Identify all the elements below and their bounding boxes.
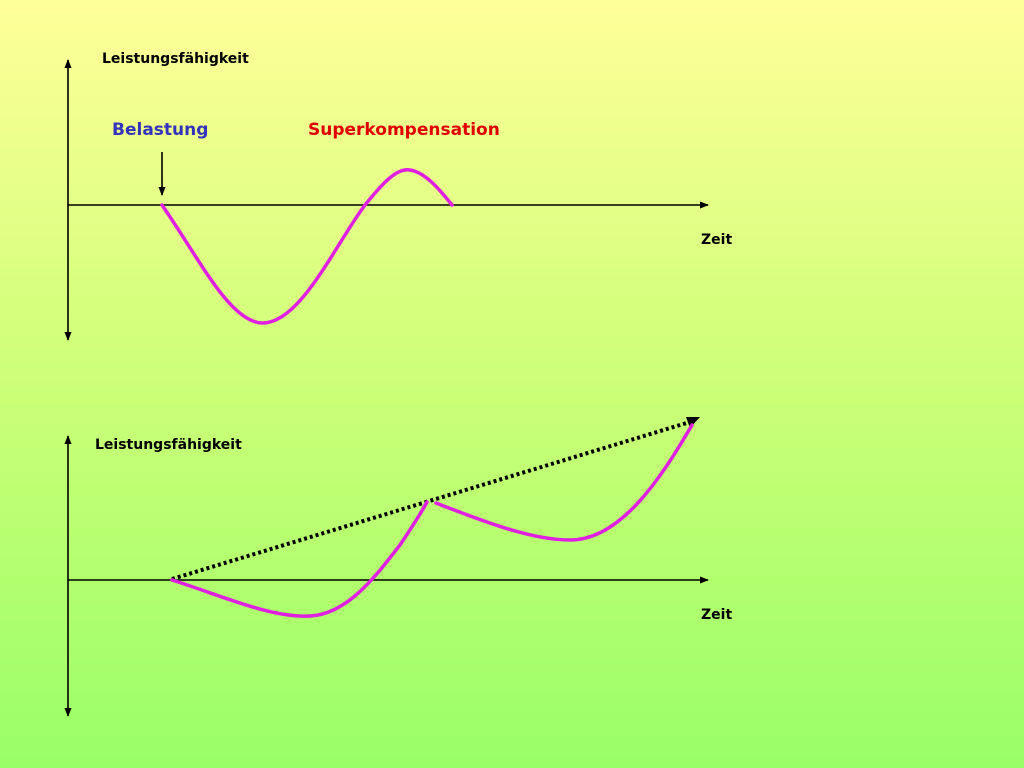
bottom-diagram: Leistungsfähigkeit Zeit	[64, 417, 732, 717]
supercompensation-curve	[160, 168, 454, 325]
bottom-y-axis-label: Leistungsfähigkeit	[95, 437, 242, 453]
supercompensation-label: Superkompensation	[308, 120, 500, 140]
top-y-axis-label: Leistungsfähigkeit	[102, 51, 249, 67]
trend-arrowhead	[686, 417, 700, 428]
top-x-axis-label: Zeit	[701, 232, 732, 248]
bottom-x-axis-label: Zeit	[701, 607, 732, 623]
training-curve-second	[434, 423, 694, 542]
trend-line	[171, 420, 691, 581]
top-diagram: Leistungsfähigkeit Zeit Belastung Superk…	[64, 51, 732, 341]
load-label: Belastung	[112, 120, 208, 140]
training-curve	[170, 500, 429, 618]
